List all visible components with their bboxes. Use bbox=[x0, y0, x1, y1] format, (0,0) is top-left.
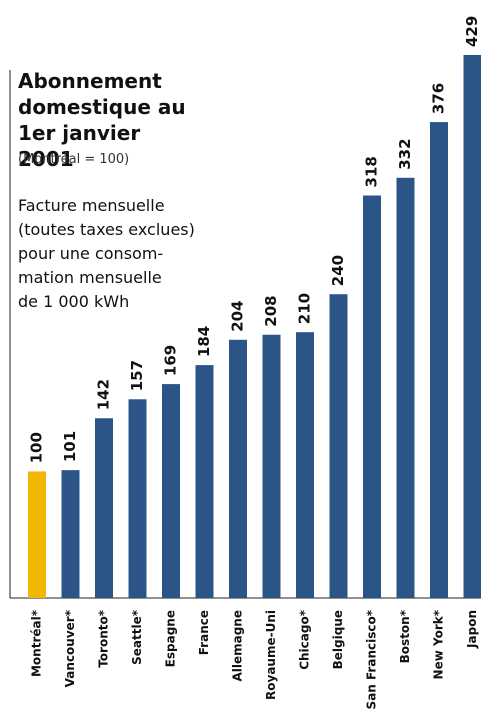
annotation-line: pour une consom- bbox=[18, 244, 164, 263]
bar bbox=[28, 471, 46, 598]
value-label: 169 bbox=[162, 345, 180, 376]
x-tick-label: Belgique bbox=[331, 610, 345, 669]
x-tick-label: Espagne bbox=[164, 610, 178, 667]
value-label: 332 bbox=[396, 138, 414, 169]
x-tick-label: Chicago* bbox=[298, 609, 312, 670]
bar bbox=[128, 399, 147, 598]
value-label: 142 bbox=[95, 379, 113, 410]
bar bbox=[195, 365, 214, 598]
value-label: 240 bbox=[329, 255, 347, 286]
bar bbox=[95, 418, 113, 598]
x-tick-label: Royaume-Uni bbox=[264, 610, 278, 700]
value-label: 208 bbox=[262, 295, 280, 326]
bar bbox=[229, 339, 247, 598]
x-tick-label: Seattle* bbox=[130, 609, 144, 665]
x-tick-label: France bbox=[197, 610, 211, 655]
annotation-line: Facture mensuelle bbox=[18, 196, 165, 215]
chart-subtitle: (Montréal = 100) bbox=[18, 152, 130, 167]
value-label: 157 bbox=[128, 360, 146, 391]
bar bbox=[430, 122, 448, 598]
bar bbox=[396, 177, 415, 598]
chart-title: Abonnement domestique au 1er janvier 200… bbox=[18, 69, 186, 171]
x-tick-label: Vancouver* bbox=[63, 609, 77, 687]
bar bbox=[329, 294, 348, 598]
value-label: 210 bbox=[296, 293, 314, 324]
bar bbox=[61, 470, 80, 598]
x-tick-label: Japon bbox=[465, 610, 479, 649]
annotation-line: mation mensuelle bbox=[18, 268, 162, 287]
x-tick-label: San Francisco* bbox=[365, 609, 379, 709]
bar bbox=[296, 332, 314, 598]
x-tick-label: Boston* bbox=[398, 609, 412, 663]
annotation-line: de 1 000 kWh bbox=[18, 292, 130, 311]
x-tick-label: Montréal* bbox=[30, 609, 44, 677]
value-label: 204 bbox=[229, 300, 247, 331]
bar bbox=[162, 384, 180, 598]
bar bbox=[463, 55, 481, 598]
bar bbox=[262, 334, 281, 598]
value-label: 376 bbox=[430, 83, 448, 114]
value-label: 184 bbox=[195, 326, 213, 357]
value-label: 318 bbox=[363, 156, 381, 187]
value-label: 100 bbox=[28, 432, 46, 463]
x-tick-label: Allemagne bbox=[231, 610, 245, 682]
annotation: Facture mensuelle (toutes taxes exclues) p… bbox=[18, 194, 195, 314]
annotation-line: (toutes taxes exclues) bbox=[18, 220, 195, 239]
x-tick-label: New York* bbox=[432, 609, 446, 679]
bar bbox=[363, 195, 381, 598]
value-label: 101 bbox=[61, 431, 79, 462]
x-tick-label: Toronto* bbox=[97, 609, 111, 668]
value-label: 429 bbox=[463, 16, 481, 47]
